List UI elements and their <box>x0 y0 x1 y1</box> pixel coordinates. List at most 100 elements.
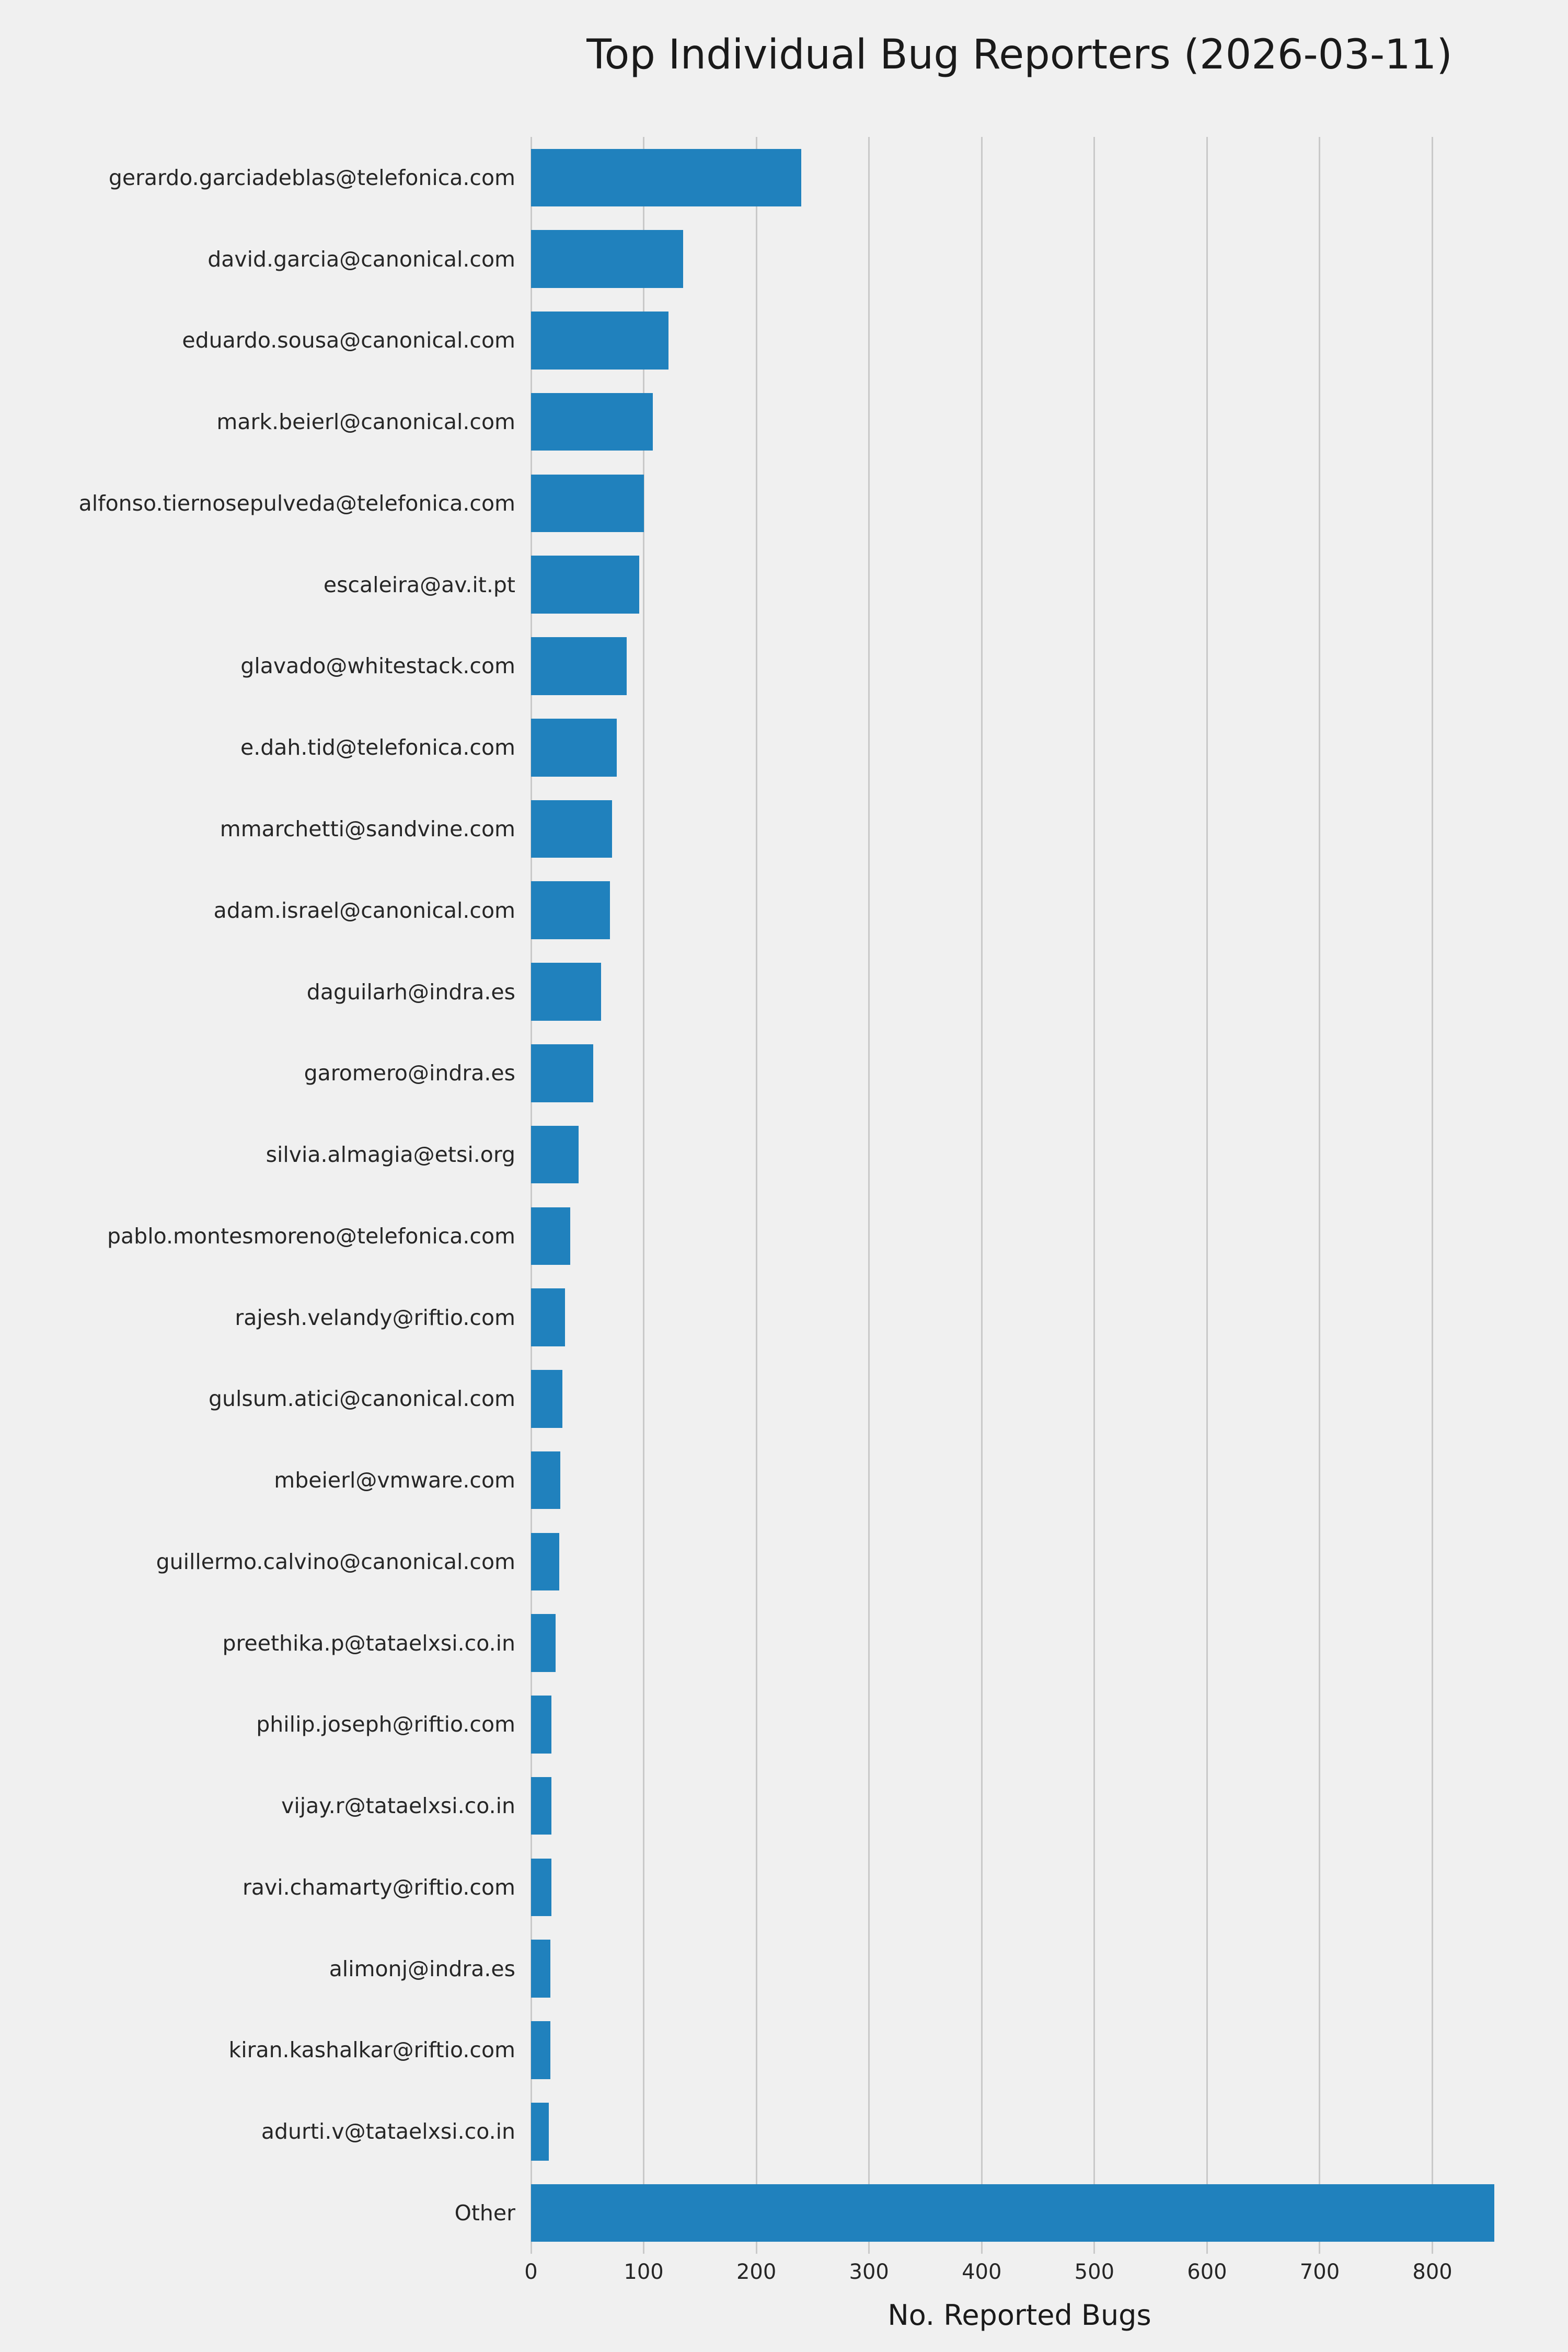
y-tick-label: kiran.kashalkar@riftio.com <box>228 2037 515 2063</box>
x-tick-label: 0 <box>524 2260 538 2284</box>
bar-mmarchetti <box>531 800 613 858</box>
bar-philip.joseph <box>531 1696 551 1754</box>
gridline-x-300 <box>868 137 870 2254</box>
y-tick-label: garomero@indra.es <box>304 1060 515 1086</box>
bar-guillermo.calvino <box>531 1532 559 1591</box>
x-tick-label: 800 <box>1412 2260 1452 2284</box>
bar-mark.beierl <box>531 393 653 451</box>
y-tick-label: guillermo.calvino@canonical.com <box>156 1549 515 1574</box>
bar-kiran.kashalkar <box>531 2021 550 2079</box>
bar-row: preethika.p@tataelxsi.co.in <box>0 1602 1508 1684</box>
x-axis-ticks: 0 100 200 300 400 500 600 700 800 <box>524 2260 1508 2291</box>
chart-title: Top Individual Bug Reporters (2026-03-11… <box>586 31 1452 78</box>
bar-silvia.almagia <box>531 1125 579 1184</box>
gridline-x-100 <box>643 137 645 2254</box>
bar-alimonj <box>531 1940 550 1998</box>
bar-row: kiran.kashalkar@riftio.com <box>0 2010 1508 2091</box>
gridline-x-0 <box>530 137 532 2254</box>
bar-row: daguilarh@indra.es <box>0 951 1508 1033</box>
bar-row: garomero@indra.es <box>0 1032 1508 1114</box>
bar-row: mmarchetti@sandvine.com <box>0 788 1508 870</box>
y-tick-label: escaleira@av.it.pt <box>323 572 515 597</box>
x-tick-label: 100 <box>624 2260 664 2284</box>
y-tick-label: alfonso.tiernosepulveda@telefonica.com <box>78 490 515 516</box>
gridline-x-600 <box>1206 137 1208 2254</box>
x-axis-label: No. Reported Bugs <box>887 2299 1151 2332</box>
bar-row: escaleira@av.it.pt <box>0 544 1508 626</box>
y-tick-label: adam.israel@canonical.com <box>213 897 515 923</box>
gridline-x-200 <box>755 137 757 2254</box>
x-tick-label: 400 <box>962 2260 1002 2284</box>
bar-row: rajesh.velandy@riftio.com <box>0 1277 1508 1358</box>
bar-garomero <box>531 1044 593 1102</box>
gridline-x-400 <box>981 137 983 2254</box>
y-tick-label: adurti.v@tataelxsi.co.in <box>261 2119 515 2145</box>
y-tick-label: ravi.chamarty@riftio.com <box>243 1874 515 1900</box>
bar-row: david.garcia@canonical.com <box>0 218 1508 300</box>
bar-row: glavado@whitestack.com <box>0 626 1508 707</box>
bar-rows: gerardo.garciadeblas@telefonica.com david… <box>0 137 1508 2254</box>
bar-row: e.dah.tid@telefonica.com <box>0 707 1508 788</box>
bar-row: adam.israel@canonical.com <box>0 870 1508 951</box>
bar-row: eduardo.sousa@canonical.com <box>0 300 1508 382</box>
gridline-x-500 <box>1093 137 1096 2254</box>
bar-row: mark.beierl@canonical.com <box>0 381 1508 463</box>
grid-layer <box>530 137 1508 2254</box>
bar-glavado <box>531 637 627 695</box>
gridline-x-700 <box>1319 137 1321 2254</box>
gridline-x-800 <box>1432 137 1434 2254</box>
bar-row: silvia.almagia@etsi.org <box>0 1114 1508 1195</box>
plot-area: gerardo.garciadeblas@telefonica.com david… <box>0 137 1508 2254</box>
x-tick-label: 600 <box>1187 2260 1227 2284</box>
bar-vijay.r <box>531 1777 551 1835</box>
bar-pablo.montesmoreno <box>531 1207 571 1265</box>
y-tick-label: david.garcia@canonical.com <box>207 246 515 272</box>
y-tick-label: preethika.p@tataelxsi.co.in <box>222 1630 515 1656</box>
bar-other <box>531 2184 1495 2242</box>
y-tick-label: e.dah.tid@telefonica.com <box>240 735 515 760</box>
bar-row: vijay.r@tataelxsi.co.in <box>0 1765 1508 1847</box>
bar-gulsum.atici <box>531 1370 563 1428</box>
y-tick-label: eduardo.sousa@canonical.com <box>182 328 515 353</box>
bar-eduardo.sousa <box>531 312 668 370</box>
y-tick-label: philip.joseph@riftio.com <box>256 1712 515 1737</box>
bar-row: philip.joseph@riftio.com <box>0 1684 1508 1766</box>
y-tick-label: pablo.montesmoreno@telefonica.com <box>107 1223 515 1249</box>
bar-daguilarh <box>531 963 601 1021</box>
bar-row: alimonj@indra.es <box>0 1928 1508 2010</box>
x-tick-label: 700 <box>1299 2260 1340 2284</box>
y-tick-label: gerardo.garciadeblas@telefonica.com <box>108 165 515 190</box>
bar-row: mbeierl@vmware.com <box>0 1439 1508 1521</box>
bar-row: gerardo.garciadeblas@telefonica.com <box>0 137 1508 218</box>
y-tick-label: mmarchetti@sandvine.com <box>220 816 515 841</box>
y-tick-label: Other <box>454 2200 515 2226</box>
bar-row: guillermo.calvino@canonical.com <box>0 1521 1508 1602</box>
y-tick-label: silvia.almagia@etsi.org <box>266 1142 515 1168</box>
bar-e.dah.tid <box>531 718 617 777</box>
bar-row: pablo.montesmoreno@telefonica.com <box>0 1195 1508 1277</box>
x-tick-label: 500 <box>1074 2260 1115 2284</box>
y-tick-label: vijay.r@tataelxsi.co.in <box>281 1793 515 1819</box>
y-tick-label: rajesh.velandy@riftio.com <box>235 1305 515 1330</box>
bar-row: alfonso.tiernosepulveda@telefonica.com <box>0 463 1508 544</box>
y-tick-label: mbeierl@vmware.com <box>274 1468 515 1493</box>
bar-mbeierl <box>531 1451 561 1509</box>
y-tick-label: daguilarh@indra.es <box>306 979 515 1005</box>
bar-row: Other <box>0 2172 1508 2254</box>
bar-row: adurti.v@tataelxsi.co.in <box>0 2091 1508 2172</box>
bar-adam.israel <box>531 881 610 940</box>
bar-row: ravi.chamarty@riftio.com <box>0 1847 1508 1928</box>
bar-preethika.p <box>531 1614 556 1672</box>
bar-row: gulsum.atici@canonical.com <box>0 1358 1508 1439</box>
bar-escaleira <box>531 556 639 614</box>
bar-gerardo.garciadeblas <box>531 148 802 207</box>
y-tick-label: gulsum.atici@canonical.com <box>208 1386 515 1412</box>
bar-adurti.v <box>531 2102 549 2161</box>
x-tick-label: 200 <box>736 2260 777 2284</box>
bar-alfonso.tiernosepulveda <box>531 474 644 533</box>
bar-ravi.chamarty <box>531 1858 551 1917</box>
x-tick-label: 300 <box>849 2260 889 2284</box>
y-tick-label: glavado@whitestack.com <box>240 653 515 679</box>
y-tick-label: alimonj@indra.es <box>329 1956 515 1981</box>
